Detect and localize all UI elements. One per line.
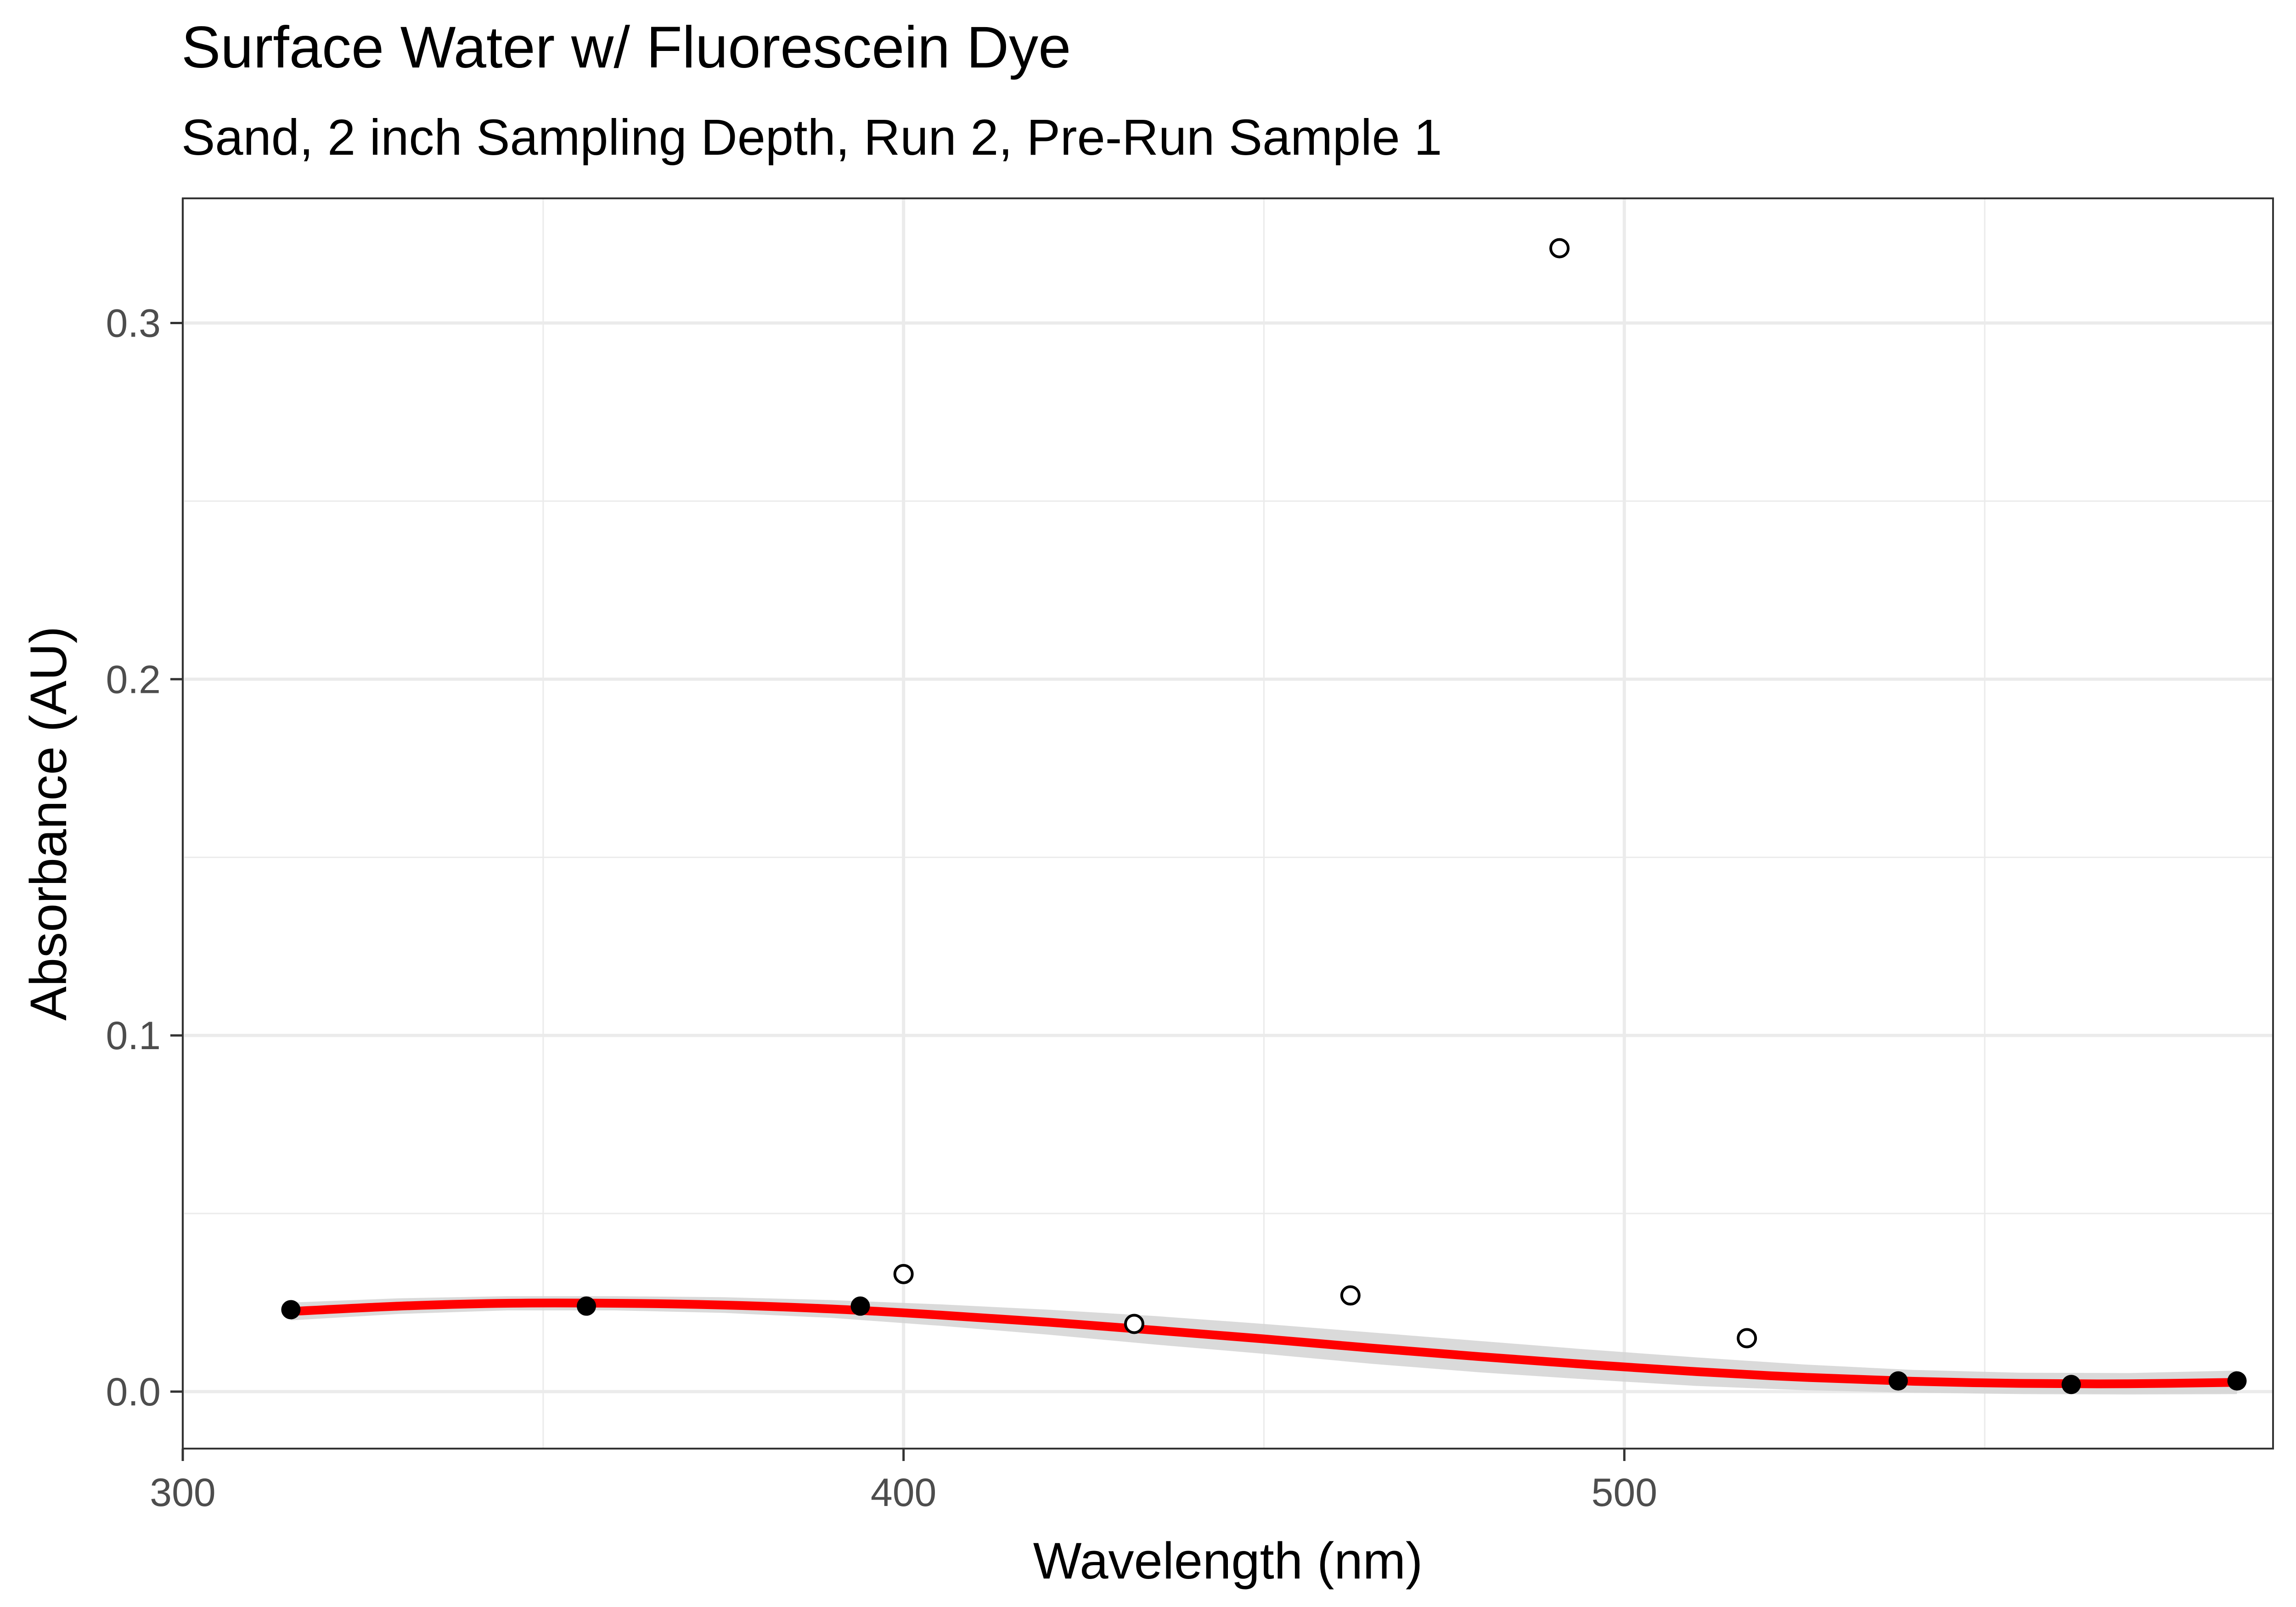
x-axis-title: Wavelength (nm) (1033, 1532, 1423, 1590)
x-tick-label: 400 (871, 1471, 937, 1515)
x-tick-label: 500 (1592, 1471, 1658, 1515)
y-axis-ticks: 0.0 0.1 0.2 0.3 (106, 302, 183, 1414)
data-point-filled (2227, 1371, 2247, 1391)
grid-major (181, 198, 2273, 1449)
data-point-filled (2061, 1375, 2081, 1394)
y-axis-title: Absorbance (AU) (20, 626, 77, 1021)
y-tick-label: 0.1 (106, 1014, 161, 1058)
grid-minor (183, 198, 2273, 1449)
y-tick-label: 0.2 (106, 657, 161, 702)
data-point-hollow (1549, 238, 1570, 258)
chart-subtitle: Sand, 2 inch Sampling Depth, Run 2, Pre-… (181, 109, 1442, 166)
confidence-band-layer (291, 1296, 2237, 1395)
data-point-filled (850, 1296, 870, 1316)
data-point-filled (281, 1300, 301, 1320)
chart-title: Surface Water w/ Fluorescein Dye (181, 15, 1071, 80)
fit-line (286, 1298, 2241, 1388)
data-points (281, 238, 2247, 1394)
fit-line-layer (286, 1298, 2241, 1388)
plot-panel-border (182, 197, 2274, 1450)
x-axis-ticks: 300 400 500 (150, 1449, 1657, 1515)
data-point-filled (1888, 1371, 1908, 1391)
y-tick-label: 0.0 (106, 1370, 161, 1414)
confidence-band (291, 1296, 2237, 1395)
x-tick-label: 300 (150, 1471, 216, 1515)
y-tick-label: 0.3 (106, 302, 161, 346)
data-point-hollow (1340, 1285, 1361, 1306)
data-point-hollow (1737, 1328, 1757, 1349)
data-point-hollow (1124, 1314, 1144, 1334)
data-point-hollow (893, 1264, 914, 1284)
data-point-filled (577, 1296, 597, 1316)
